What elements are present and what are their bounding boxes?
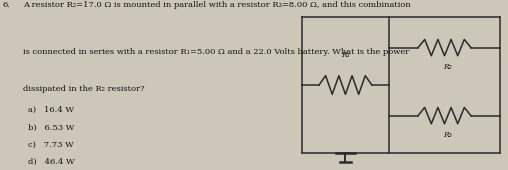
Text: R₁: R₁: [341, 51, 350, 59]
Text: A resistor R₂=17.0 Ω is mounted in parallel with a resistor R₃=8.00 Ω, and this : A resistor R₂=17.0 Ω is mounted in paral…: [23, 1, 410, 9]
Text: d)   46.4 W: d) 46.4 W: [28, 158, 75, 166]
Text: dissipated in the R₂ resistor?: dissipated in the R₂ resistor?: [23, 85, 144, 93]
Text: c)   7.73 W: c) 7.73 W: [28, 141, 74, 149]
Text: R₂: R₂: [442, 63, 452, 71]
Text: 6.: 6.: [3, 1, 11, 9]
Text: b)   6.53 W: b) 6.53 W: [28, 124, 74, 132]
Text: a)   16.4 W: a) 16.4 W: [28, 105, 74, 113]
Text: is connected in series with a resistor R₁=5.00 Ω and a 22.0 Volts battery. What : is connected in series with a resistor R…: [23, 48, 409, 56]
Text: R₃: R₃: [442, 131, 452, 139]
